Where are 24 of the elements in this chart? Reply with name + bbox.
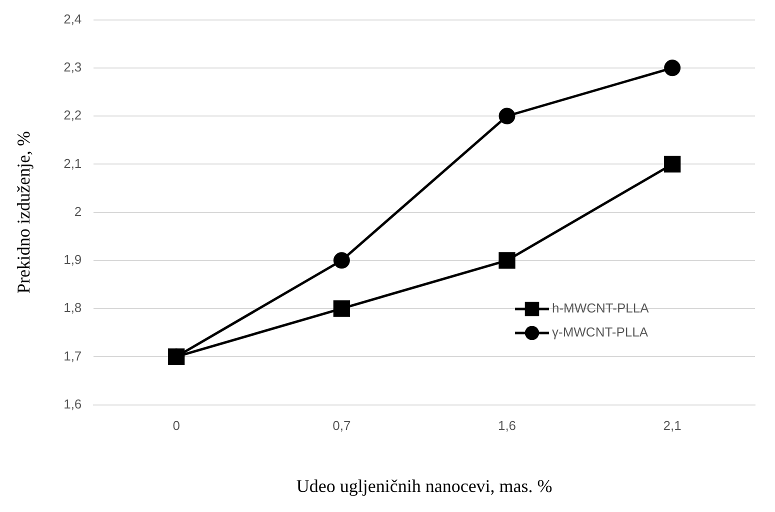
x-axis-title: Udeo ugljeničnih nanocevi, mas. % [296,476,552,496]
point [498,252,516,269]
y-tick-label: 2,1 [64,156,82,171]
point [498,108,516,124]
legend-label: γ-MWCNT-PLLA [552,324,648,340]
y-tick-label: 2,2 [64,108,82,123]
x-tick-label: 0,7 [332,418,351,434]
y-tick-label: 1,9 [64,252,82,268]
point [664,156,681,172]
y-axis-title: Prekidno izduženje, % [14,131,34,294]
y-tick-label: 1,8 [64,300,82,316]
x-tick-label: 1,6 [498,418,516,434]
point [168,348,185,365]
point [333,252,350,269]
y-tick-label: 1,7 [64,348,82,364]
point [333,300,350,317]
y-tick-label: 2,3 [64,60,82,75]
legend-label: h-MWCNT-PLLA [552,300,650,316]
x-tick-label: 2,1 [663,418,682,434]
y-tick-label: 2 [74,204,82,219]
y-tick-label: 1,6 [64,396,82,412]
y-tick-label: 2,4 [64,11,82,26]
point [664,60,681,76]
x-tick-label: 0 [172,418,180,434]
